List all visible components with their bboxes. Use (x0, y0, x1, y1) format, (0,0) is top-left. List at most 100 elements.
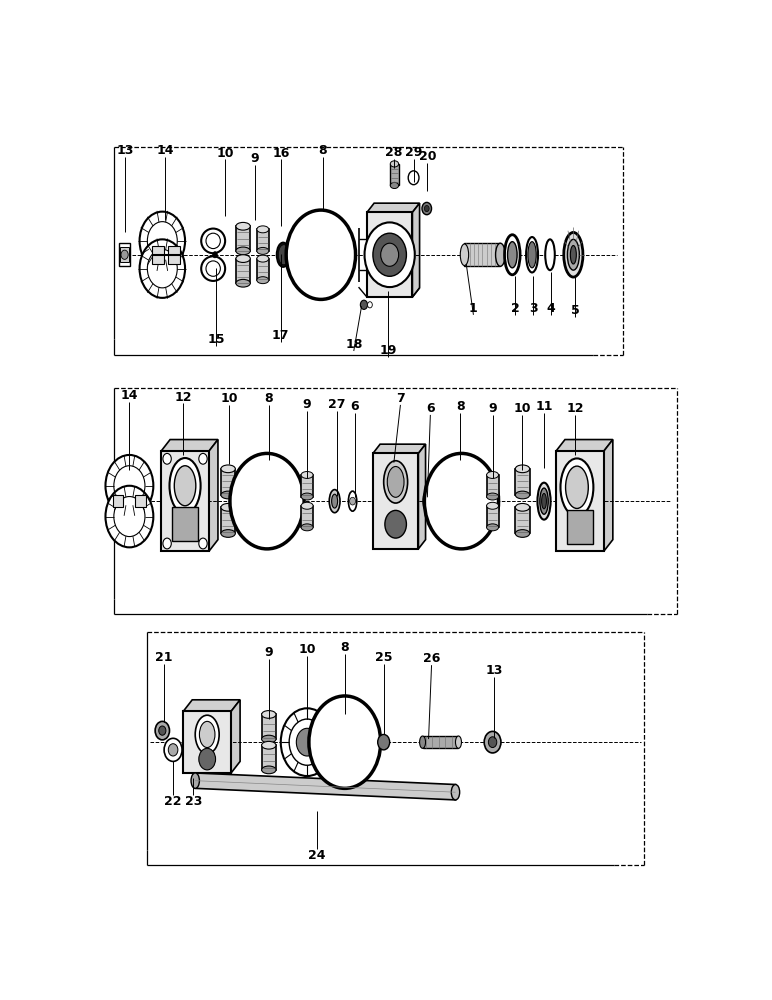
Bar (257, 259, 269, 280)
Ellipse shape (257, 226, 269, 233)
Ellipse shape (423, 491, 432, 511)
Polygon shape (556, 440, 613, 451)
Bar (221, 507, 235, 533)
Ellipse shape (408, 171, 419, 185)
Polygon shape (209, 440, 218, 551)
Ellipse shape (147, 222, 178, 260)
Text: 14: 14 (120, 389, 138, 402)
Ellipse shape (542, 493, 547, 509)
Ellipse shape (505, 235, 520, 275)
Ellipse shape (566, 466, 588, 508)
Polygon shape (161, 440, 218, 451)
Ellipse shape (279, 245, 290, 265)
Ellipse shape (385, 510, 406, 538)
Text: 11: 11 (535, 400, 553, 413)
Bar (168, 246, 181, 264)
Bar (556, 451, 604, 551)
Ellipse shape (292, 247, 300, 262)
Ellipse shape (301, 502, 313, 509)
Ellipse shape (140, 212, 185, 270)
Ellipse shape (262, 766, 276, 774)
Ellipse shape (486, 502, 499, 509)
Ellipse shape (329, 490, 340, 513)
Ellipse shape (388, 466, 404, 497)
Ellipse shape (425, 205, 429, 212)
Ellipse shape (174, 466, 196, 506)
Ellipse shape (199, 721, 215, 748)
Polygon shape (412, 203, 420, 297)
Ellipse shape (221, 491, 235, 499)
Ellipse shape (452, 785, 459, 800)
Ellipse shape (199, 538, 207, 549)
Ellipse shape (301, 524, 313, 531)
Ellipse shape (221, 503, 235, 511)
Ellipse shape (516, 530, 530, 537)
Ellipse shape (113, 466, 145, 506)
Ellipse shape (121, 250, 128, 259)
Ellipse shape (540, 488, 548, 514)
Ellipse shape (206, 233, 220, 249)
Ellipse shape (257, 277, 269, 284)
Bar (486, 475, 499, 497)
Bar (465, 243, 500, 266)
Text: 5: 5 (571, 304, 580, 317)
Ellipse shape (332, 494, 337, 508)
Ellipse shape (201, 229, 225, 253)
Ellipse shape (373, 233, 406, 276)
Bar (236, 226, 250, 251)
Ellipse shape (545, 239, 555, 270)
Polygon shape (373, 444, 425, 453)
Ellipse shape (486, 472, 499, 478)
Ellipse shape (567, 239, 579, 270)
Bar (119, 243, 130, 266)
Bar (391, 164, 398, 185)
Bar (161, 451, 209, 551)
Text: 20: 20 (418, 150, 436, 163)
Text: 26: 26 (423, 652, 440, 666)
Text: 10: 10 (216, 147, 234, 160)
Ellipse shape (378, 734, 390, 750)
Bar (221, 469, 235, 495)
Ellipse shape (301, 472, 313, 478)
Polygon shape (418, 444, 425, 549)
Ellipse shape (296, 728, 318, 756)
Ellipse shape (262, 741, 276, 749)
Text: 12: 12 (174, 391, 192, 404)
Ellipse shape (262, 735, 276, 743)
Ellipse shape (195, 715, 219, 754)
Ellipse shape (212, 252, 218, 258)
Text: 19: 19 (380, 344, 397, 358)
Ellipse shape (159, 726, 166, 735)
Ellipse shape (391, 161, 398, 167)
Text: 8: 8 (265, 392, 273, 405)
Ellipse shape (364, 222, 415, 287)
Ellipse shape (367, 302, 372, 308)
Bar (301, 506, 313, 527)
Bar (262, 745, 276, 770)
Text: 17: 17 (272, 329, 290, 342)
Ellipse shape (206, 261, 220, 276)
Bar (516, 469, 530, 495)
Ellipse shape (486, 493, 499, 500)
Text: 13: 13 (486, 664, 503, 677)
Bar (567, 510, 593, 544)
Text: 14: 14 (157, 144, 174, 157)
Ellipse shape (537, 483, 550, 520)
Ellipse shape (221, 530, 235, 537)
Ellipse shape (199, 453, 207, 464)
Ellipse shape (516, 491, 530, 499)
Ellipse shape (163, 453, 171, 464)
Ellipse shape (301, 493, 313, 500)
Ellipse shape (290, 719, 325, 765)
Ellipse shape (381, 243, 398, 266)
Ellipse shape (516, 503, 530, 511)
Bar (172, 507, 198, 541)
Ellipse shape (170, 458, 201, 513)
Ellipse shape (236, 279, 250, 287)
Ellipse shape (455, 736, 462, 748)
Ellipse shape (147, 249, 178, 288)
Text: 6: 6 (426, 402, 435, 415)
Ellipse shape (484, 731, 501, 753)
Text: 21: 21 (154, 651, 172, 664)
Ellipse shape (489, 737, 496, 748)
